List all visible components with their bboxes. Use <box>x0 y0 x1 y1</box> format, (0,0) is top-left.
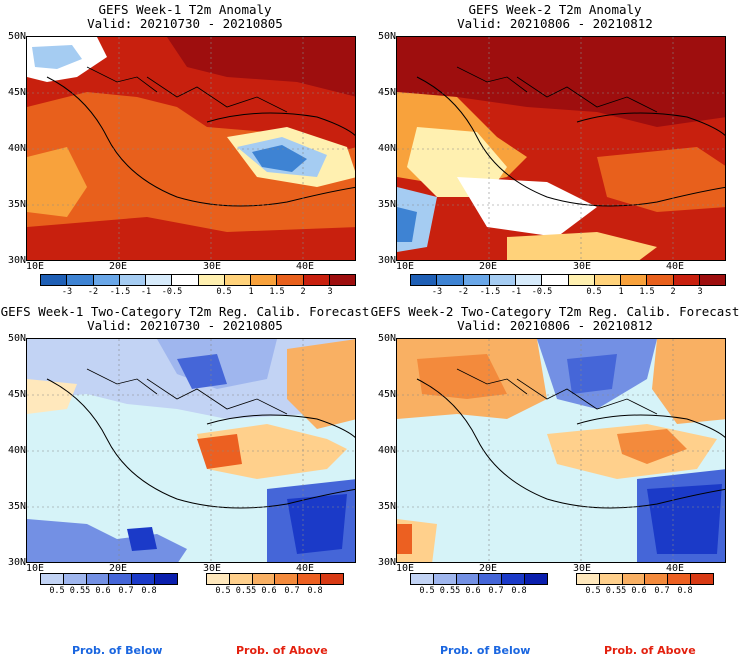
lat-label: 50N <box>377 333 396 344</box>
lat-label: 45N <box>377 87 396 98</box>
lon-label: 10E <box>395 563 415 574</box>
colorbar-label: 0.8 <box>511 586 527 596</box>
colorbar-label: 1.5 <box>269 287 285 297</box>
lat-label: 30N <box>377 255 396 266</box>
lat-label: 50N <box>7 31 26 42</box>
colorbar-label: 0.8 <box>677 586 693 596</box>
panel-title: GEFS Week-1 Two-Category T2m Reg. Calib.… <box>0 304 370 319</box>
lon-label: 20E <box>108 261 128 272</box>
anomaly-colorbar <box>40 274 356 286</box>
colorbar-label: 3 <box>327 287 333 297</box>
anomaly-map-week2 <box>396 36 726 261</box>
lon-label: 30E <box>202 563 222 574</box>
lat-label: 35N <box>377 501 396 512</box>
lat-label: 30N <box>377 557 396 568</box>
prob-below-colorbar <box>40 573 178 585</box>
lon-label: 40E <box>295 563 315 574</box>
colorbar-label: 2 <box>300 287 306 297</box>
colorbar-label: -0.5 <box>531 287 553 297</box>
anomaly-map-week1 <box>26 36 356 261</box>
colorbar-label: 0.7 <box>654 586 670 596</box>
prob-above-colorbar <box>576 573 714 585</box>
colorbar-label: 0.7 <box>488 586 504 596</box>
colorbar-label: 0.7 <box>118 586 134 596</box>
colorbar-label: 0.5 <box>216 287 232 297</box>
lat-label: 45N <box>377 389 396 400</box>
anomaly-colorbar <box>410 274 726 286</box>
colorbar-label: 0.55 <box>69 586 91 596</box>
lat-label: 40N <box>7 445 26 456</box>
panel-valid-date: Valid: 20210730 - 20210805 <box>87 16 283 31</box>
colorbar-label: 0.6 <box>261 586 277 596</box>
colorbar-label: -1 <box>510 287 522 297</box>
colorbar-label: -1.5 <box>109 287 131 297</box>
colorbar-label: 0.55 <box>605 586 627 596</box>
colorbar-label: 0.5 <box>419 586 435 596</box>
lat-label: 35N <box>377 199 396 210</box>
colorbar-label: 3 <box>697 287 703 297</box>
lat-label: 50N <box>377 31 396 42</box>
lon-label: 20E <box>478 563 498 574</box>
prob-above-colorbar <box>206 573 344 585</box>
lat-label: 45N <box>7 389 26 400</box>
lat-label: 40N <box>377 445 396 456</box>
colorbar-label: 0.6 <box>631 586 647 596</box>
panel-title: GEFS Week-1 T2m Anomaly <box>98 2 272 17</box>
colorbar-label: 0.55 <box>439 586 461 596</box>
colorbar-label: 1 <box>248 287 254 297</box>
lon-label: 30E <box>572 261 592 272</box>
legend-prob-above: Prob. of Above <box>604 644 696 657</box>
colorbar-label: 0.6 <box>465 586 481 596</box>
prob-below-colorbar <box>410 573 548 585</box>
colorbar-label: 0.5 <box>586 287 602 297</box>
colorbar-label: 0.7 <box>284 586 300 596</box>
lat-label: 30N <box>7 557 26 568</box>
colorbar-label: 0.6 <box>95 586 111 596</box>
lat-label: 35N <box>7 501 26 512</box>
lat-label: 30N <box>7 255 26 266</box>
colorbar-label: -2 <box>457 287 469 297</box>
lon-label: 10E <box>25 563 45 574</box>
lon-label: 40E <box>665 563 685 574</box>
legend-prob-below: Prob. of Below <box>72 644 163 657</box>
colorbar-label: -1 <box>140 287 152 297</box>
probability-map-week2 <box>396 338 726 563</box>
colorbar-label: -0.5 <box>161 287 183 297</box>
panel-title: GEFS Week-2 T2m Anomaly <box>468 2 642 17</box>
lon-label: 40E <box>665 261 685 272</box>
colorbar-label: 1 <box>618 287 624 297</box>
colorbar-label: -2 <box>87 287 99 297</box>
probability-map-week1 <box>26 338 356 563</box>
panel-valid-date: Valid: 20210806 - 20210812 <box>457 318 653 333</box>
colorbar-label: -3 <box>431 287 443 297</box>
legend-prob-below: Prob. of Below <box>440 644 531 657</box>
lon-label: 40E <box>295 261 315 272</box>
colorbar-label: 0.8 <box>307 586 323 596</box>
lon-label: 10E <box>25 261 45 272</box>
lat-label: 40N <box>377 143 396 154</box>
colorbar-label: 2 <box>670 287 676 297</box>
lon-label: 30E <box>572 563 592 574</box>
colorbar-label: 0.5 <box>49 586 65 596</box>
lon-label: 10E <box>395 261 415 272</box>
panel-title: GEFS Week-2 Two-Category T2m Reg. Calib.… <box>370 304 740 319</box>
lon-label: 20E <box>108 563 128 574</box>
colorbar-label: -1.5 <box>479 287 501 297</box>
colorbar-label: -3 <box>61 287 73 297</box>
lon-label: 30E <box>202 261 222 272</box>
colorbar-label: 0.5 <box>215 586 231 596</box>
lat-label: 45N <box>7 87 26 98</box>
panel-valid-date: Valid: 20210806 - 20210812 <box>457 16 653 31</box>
lat-label: 35N <box>7 199 26 210</box>
panel-valid-date: Valid: 20210730 - 20210805 <box>87 318 283 333</box>
lon-label: 20E <box>478 261 498 272</box>
colorbar-label: 0.8 <box>141 586 157 596</box>
lat-label: 50N <box>7 333 26 344</box>
colorbar-label: 1.5 <box>639 287 655 297</box>
legend-prob-above: Prob. of Above <box>236 644 328 657</box>
colorbar-label: 0.5 <box>585 586 601 596</box>
lat-label: 40N <box>7 143 26 154</box>
colorbar-label: 0.55 <box>235 586 257 596</box>
